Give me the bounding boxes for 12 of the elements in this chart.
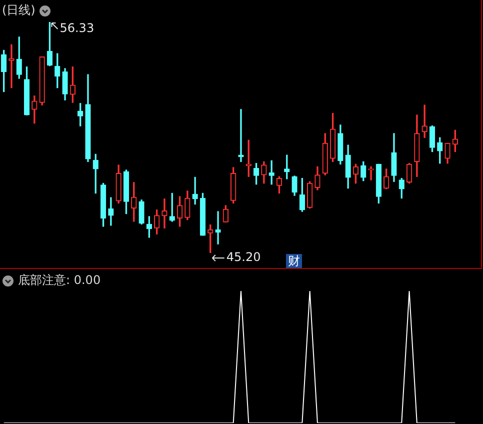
candlestick xyxy=(422,104,428,138)
chart-title: (日线) xyxy=(2,2,36,19)
candlestick xyxy=(215,211,221,244)
candlestick xyxy=(192,176,198,205)
candlestick xyxy=(368,166,374,180)
text: 财 xyxy=(286,254,302,268)
annotation: 56.33 xyxy=(60,21,94,36)
annotation: 45.20 xyxy=(226,250,261,264)
chart-title: 底部注意: 0.00 xyxy=(18,272,101,289)
candlestick xyxy=(268,160,274,185)
candlestick xyxy=(162,198,168,228)
candlestick xyxy=(8,44,14,88)
